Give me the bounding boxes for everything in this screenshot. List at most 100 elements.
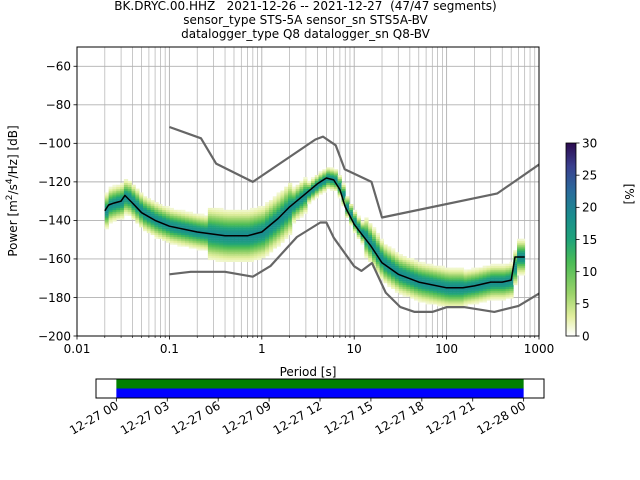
psd-cell [249, 254, 255, 257]
psd-cell [238, 221, 243, 224]
psd-cell [249, 234, 255, 237]
psd-cell [284, 202, 289, 205]
psd-cell [123, 213, 129, 216]
psd-cell [123, 211, 129, 214]
psd-cell [219, 229, 224, 232]
psd-cell [139, 200, 144, 203]
psd-cell [520, 257, 526, 261]
psd-cell [314, 184, 319, 187]
psd-cell [288, 196, 293, 199]
psd-cell [349, 219, 354, 222]
psd-cell [165, 240, 171, 243]
psd-cell [406, 259, 411, 263]
psd-cell [509, 290, 514, 293]
psd-cell [169, 217, 174, 220]
psd-cell [249, 252, 255, 255]
psd-cell [509, 294, 514, 297]
psd-cell [436, 294, 442, 297]
psd-cell [364, 246, 369, 249]
psd-cell [181, 219, 186, 222]
psd-cell [116, 217, 121, 220]
psd-cell [398, 267, 403, 270]
psd-cell [291, 221, 297, 224]
psd-cell [486, 298, 491, 301]
psd-cell [230, 215, 235, 218]
psd-cell [200, 229, 205, 232]
psd-cell [120, 204, 125, 207]
coverage-tick-label: 12-27 21 [424, 398, 478, 437]
psd-cell [268, 232, 274, 236]
psd-cell [478, 284, 484, 288]
psd-cell [181, 238, 186, 241]
psd-cell [413, 259, 419, 263]
psd-cell [230, 223, 235, 226]
psd-cell [505, 283, 510, 286]
psd-cell [230, 229, 235, 232]
psd-cell [246, 213, 251, 216]
psd-cell [200, 232, 205, 236]
psd-cell [123, 184, 129, 187]
psd-cell [391, 265, 396, 268]
psd-cell [517, 244, 522, 247]
psd-cell [234, 225, 239, 228]
psd-cell [223, 219, 228, 222]
psd-cell [181, 230, 186, 234]
psd-cell [448, 300, 453, 303]
psd-cell [429, 279, 434, 282]
psd-cell [265, 209, 270, 212]
psd-cell [463, 277, 468, 280]
psd-cell [127, 182, 132, 185]
psd-cell [257, 211, 262, 214]
psd-cell [104, 223, 110, 226]
psd-cell [188, 215, 194, 218]
psd-cell [139, 196, 144, 199]
psd-cell [272, 200, 277, 203]
psd-cell [368, 225, 373, 228]
psd-cell [303, 182, 308, 185]
psd-cell [303, 211, 308, 214]
psd-cell [490, 275, 495, 278]
psd-cell [268, 217, 274, 220]
psd-cell [467, 275, 472, 278]
psd-cell [356, 236, 361, 239]
psd-cell [246, 219, 251, 222]
psd-cell [486, 283, 491, 286]
psd-cell [207, 227, 213, 230]
psd-cell [230, 209, 235, 212]
chart-title-line-1: BK.DRYC.00.HHZ 2021-12-26 -- 2021-12-27 … [114, 0, 497, 13]
psd-cell [257, 246, 262, 249]
psd-cell [482, 286, 487, 289]
psd-cell [207, 234, 213, 237]
psd-cell [249, 223, 255, 226]
psd-cell [467, 281, 472, 284]
psd-cell [429, 290, 434, 293]
psd-cell [162, 209, 167, 212]
psd-cell [150, 232, 155, 236]
psd-cell [146, 211, 152, 214]
psd-cell [299, 184, 304, 187]
psd-cell [478, 275, 484, 278]
psd-cell [246, 225, 251, 228]
psd-cell [299, 204, 304, 207]
psd-cell [383, 273, 388, 276]
psd-cell [410, 292, 415, 295]
psd-cell [223, 225, 228, 228]
psd-cell [215, 234, 220, 237]
psd-cell [356, 225, 361, 228]
psd-cell [299, 186, 304, 189]
psd-cell [494, 263, 499, 266]
psd-cell [169, 207, 174, 211]
psd-cell [246, 246, 251, 249]
psd-cell [372, 229, 377, 232]
psd-cell [108, 196, 113, 199]
psd-cell [471, 302, 476, 305]
psd-cell [429, 275, 434, 278]
psd-cell [459, 277, 465, 280]
psd-cell [368, 248, 373, 251]
psd-cell [234, 219, 239, 222]
psd-cell [230, 256, 235, 259]
psd-cell [204, 246, 209, 249]
psd-cell [394, 273, 400, 276]
psd-cell [406, 257, 411, 261]
